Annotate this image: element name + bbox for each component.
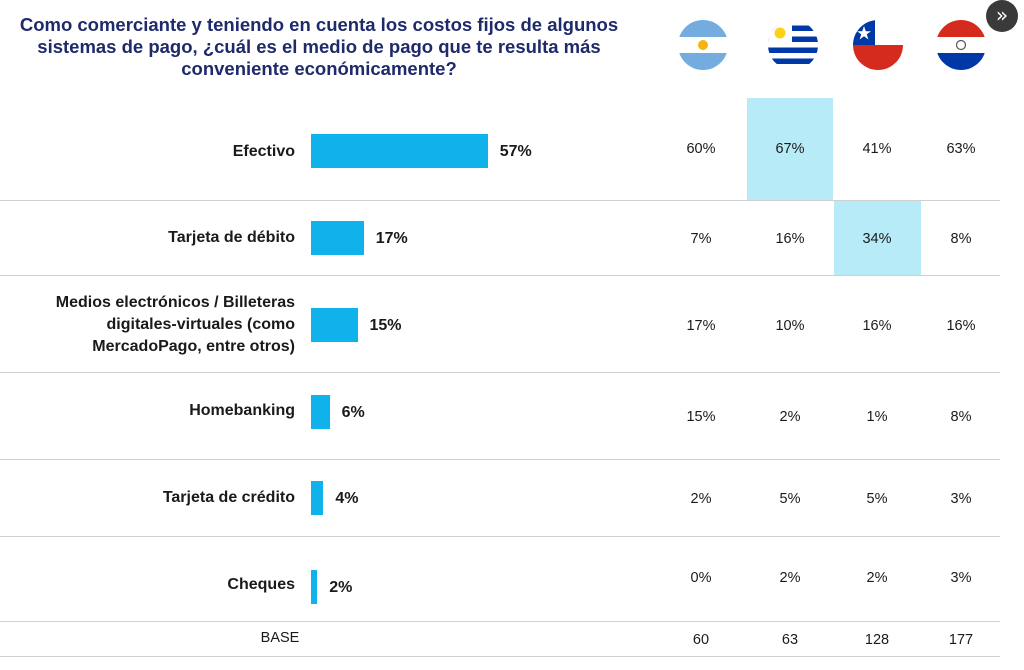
category-label: Homebanking: [0, 400, 295, 422]
chart-title-line: conveniente económicamente?: [181, 58, 457, 79]
base-paraguay: 177: [948, 632, 974, 648]
bar: [311, 308, 358, 342]
bar: [311, 570, 318, 604]
bar: [311, 395, 330, 429]
cell-uruguay: 10%: [775, 318, 805, 334]
category-label-line: Tarjeta de débito: [168, 229, 295, 246]
cell-argentina: 7%: [690, 231, 712, 247]
bar-value-label: 4%: [335, 490, 359, 507]
category-label: Cheques: [0, 574, 295, 596]
cell-uruguay: 67%: [775, 141, 805, 157]
cell-paraguay: 8%: [950, 409, 972, 425]
cell-paraguay: 3%: [950, 491, 972, 507]
cell-chile: 1%: [866, 409, 888, 425]
cell-uruguay: 2%: [779, 570, 801, 586]
bar-value-label: 17%: [375, 230, 408, 247]
cell-paraguay: 3%: [950, 570, 972, 586]
cell-chile: 5%: [866, 491, 888, 507]
category-label-line: Medios electrónicos / Billeteras: [55, 294, 295, 311]
cell-paraguay: 63%: [946, 141, 976, 157]
bar-value-label: 2%: [329, 579, 353, 596]
cell-argentina: 17%: [686, 318, 716, 334]
cell-chile: 41%: [862, 141, 892, 157]
cell-argentina: 15%: [686, 409, 716, 425]
bar: [311, 134, 488, 168]
bar-value-label: 57%: [499, 143, 532, 160]
cell-argentina: 60%: [686, 141, 716, 157]
base-uruguay: 63: [781, 632, 799, 648]
cell-paraguay: 16%: [946, 318, 976, 334]
category-label-line: Efectivo: [232, 143, 295, 160]
paraguay-flag-icon: [936, 20, 986, 70]
row-divider: [0, 656, 1000, 657]
cell-argentina: 2%: [690, 491, 712, 507]
cell-chile: 34%: [862, 231, 892, 247]
chile-flag-icon: [853, 20, 903, 70]
category-label-line: Cheques: [227, 576, 295, 593]
chart-title: Como comerciante y teniendo en cuenta lo…: [14, 14, 624, 80]
argentina-flag-icon: [678, 20, 728, 70]
category-label: Efectivo: [0, 141, 295, 163]
double-chevron-right-icon: »: [995, 3, 1009, 27]
chart-title-line: Como comerciante y teniendo en cuenta lo…: [19, 14, 619, 35]
category-label: Tarjeta de crédito: [0, 487, 295, 509]
row-divider: [0, 372, 1000, 373]
category-label-line: Homebanking: [189, 402, 295, 419]
cell-argentina: 0%: [690, 570, 712, 586]
cell-uruguay: 5%: [779, 491, 801, 507]
row-divider: [0, 200, 1000, 201]
row-divider: [0, 536, 1000, 537]
cell-paraguay: 8%: [950, 231, 972, 247]
bar-value-label: 15%: [369, 317, 402, 334]
row-divider: [0, 621, 1000, 622]
bar: [311, 221, 364, 255]
bar: [311, 481, 324, 515]
base-argentina: 60: [692, 632, 710, 648]
cell-chile: 2%: [866, 570, 888, 586]
category-label: Medios electrónicos / Billeteras digital…: [0, 292, 295, 358]
row-divider: [0, 275, 1000, 276]
cell-uruguay: 16%: [775, 231, 805, 247]
cell-uruguay: 2%: [779, 409, 801, 425]
highlight-chile-tarjeta-debito: [834, 201, 921, 275]
category-label-line: Tarjeta de crédito: [162, 489, 295, 506]
category-label-line: digitales-virtuales (como: [106, 316, 296, 333]
uruguay-flag-icon: [768, 20, 818, 70]
next-slide-button[interactable]: »: [986, 0, 1018, 32]
row-divider: [0, 459, 1000, 460]
base-label: BASE: [260, 630, 300, 646]
chart-title-line: sistemas de pago, ¿cuál es el medio de p…: [37, 36, 601, 57]
highlight-uruguay-efectivo: [747, 98, 833, 200]
base-chile: 128: [864, 632, 890, 648]
category-label-line: MercadoPago, entre otros): [92, 338, 295, 355]
category-label: Tarjeta de débito: [0, 227, 295, 249]
cell-chile: 16%: [862, 318, 892, 334]
bar-value-label: 6%: [341, 404, 365, 421]
